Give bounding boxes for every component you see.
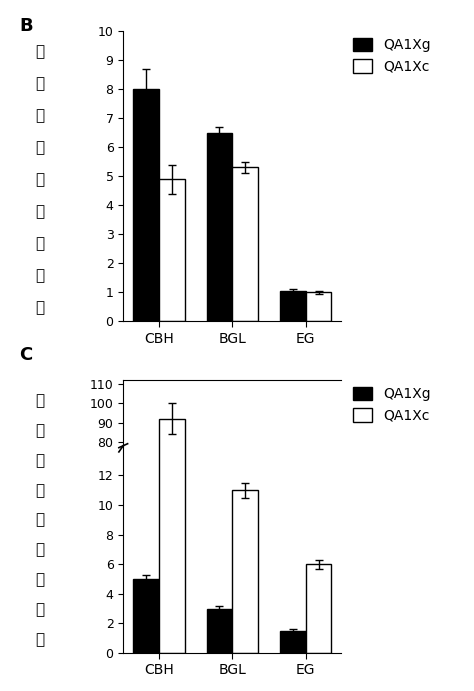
Text: 的: 的: [36, 236, 45, 251]
Text: B: B: [19, 17, 33, 35]
Text: 较: 较: [36, 300, 45, 315]
Bar: [133, 579, 159, 653]
Text: 菌: 菌: [36, 172, 45, 187]
Bar: [280, 291, 306, 321]
Bar: [232, 167, 258, 321]
Text: 菌: 菌: [36, 513, 45, 527]
Bar: [207, 591, 232, 596]
Bar: [280, 631, 306, 653]
Text: 发: 发: [36, 483, 45, 498]
Text: 出: 出: [36, 453, 45, 468]
Bar: [133, 587, 159, 596]
Bar: [280, 594, 306, 596]
Text: 相: 相: [36, 44, 45, 59]
Legend: QA1Xg, QA1Xc: QA1Xg, QA1Xc: [353, 38, 431, 74]
Text: 较: 较: [36, 632, 45, 647]
Bar: [159, 419, 184, 596]
Bar: [207, 133, 232, 321]
Bar: [232, 575, 258, 596]
Bar: [207, 609, 232, 653]
Bar: [159, 0, 184, 653]
Bar: [232, 490, 258, 653]
Text: C: C: [19, 346, 32, 363]
Text: 相: 相: [36, 393, 45, 408]
Text: 的: 的: [36, 572, 45, 587]
Bar: [133, 89, 159, 321]
Text: 对: 对: [36, 76, 45, 91]
Text: 比: 比: [36, 268, 45, 283]
Text: 发: 发: [36, 140, 45, 155]
Text: 株: 株: [36, 542, 45, 557]
Bar: [306, 292, 331, 321]
Legend: QA1Xg, QA1Xc: QA1Xg, QA1Xc: [353, 387, 431, 423]
Text: 株: 株: [36, 204, 45, 219]
Bar: [306, 585, 331, 596]
Bar: [159, 179, 184, 321]
Text: 出: 出: [36, 108, 45, 123]
Text: 对: 对: [36, 423, 45, 438]
Bar: [306, 564, 331, 653]
Text: 比: 比: [36, 602, 45, 617]
